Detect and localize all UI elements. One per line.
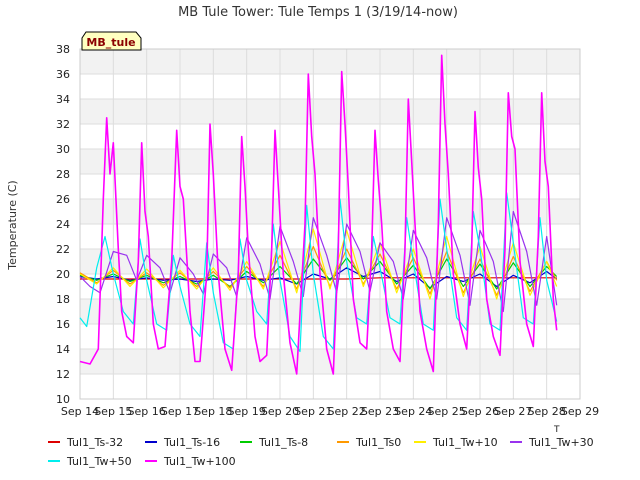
plot-band [80, 199, 580, 224]
series-line-tul1-tw-10 [79, 228, 558, 300]
y-tick-label: 32 [56, 118, 70, 131]
legend-label-tul1-tw-10: Tul1_Tw+10 [432, 436, 498, 449]
y-tick-label: 36 [56, 68, 70, 81]
plot-band [80, 49, 580, 74]
x-tick-label: Sep 21 [294, 405, 332, 418]
y-tick-label: 12 [56, 368, 70, 381]
station-badge-label: MB_tule [86, 36, 135, 49]
plot-band [80, 99, 580, 124]
y-axis-ticks: 10 12 14 16 18 20 22 24 26 28 30 32 34 36 38 [56, 43, 70, 406]
x-tick-label: Sep 14 [61, 405, 99, 418]
plot-frame [79, 48, 581, 400]
plot-band [80, 299, 580, 324]
x-tick-label: Sep 29 [561, 405, 599, 418]
legend-label-tul1-ts-8: Tul1_Ts-8 [258, 436, 308, 449]
y-tick-label: 30 [56, 143, 70, 156]
x-tick-label: Sep 26 [461, 405, 499, 418]
x-tick-label: Sep 27 [494, 405, 532, 418]
legend-label-tul1-tw-30: Tul1_Tw+30 [528, 436, 594, 449]
x-tick-label: Sep 16 [128, 405, 166, 418]
y-tick-label: 38 [56, 43, 70, 56]
legend-label-tul1-tw-50: Tul1_Tw+50 [66, 455, 132, 468]
x-tick-label: Sep 23 [361, 405, 399, 418]
y-axis-label: Temperature (C) [6, 180, 19, 270]
legend-label-tul1-ts-16: Tul1_Ts-16 [163, 436, 220, 449]
series-line-tul1-tw-50 [79, 192, 558, 353]
y-tick-label: 34 [56, 93, 70, 106]
x-tick-label: Sep 24 [394, 405, 432, 418]
x-tick-label: Sep 19 [228, 405, 266, 418]
y-tick-label: 20 [56, 268, 70, 281]
legend-label-tul1-ts-32: Tul1_Ts-32 [66, 436, 123, 449]
plot-band [80, 149, 580, 174]
chart-title: MB Tule Tower: Tule Temps 1 (3/19/14-now… [178, 5, 458, 20]
series-line-tul1-tw-100 [79, 54, 558, 375]
x-tick-label: Sep 20 [261, 405, 299, 418]
y-tick-label: 26 [56, 193, 70, 206]
legend-label-tul1-tw-100: Tul1_Tw+100 [163, 455, 236, 468]
y-tick-label: 10 [56, 393, 70, 406]
x-tick-label: Sep 18 [194, 405, 232, 418]
x-unit-hint: T [553, 425, 560, 435]
series-line-tul1-ts0 [79, 245, 558, 296]
y-tick-label: 14 [56, 343, 70, 356]
x-tick-label: Sep 17 [161, 405, 199, 418]
station-badge: MB_tule [81, 31, 142, 51]
x-tick-label: Sep 28 [528, 405, 566, 418]
y-tick-label: 24 [56, 218, 70, 231]
x-tick-label: Sep 22 [328, 405, 366, 418]
legend-label-tul1-ts0: Tul1_Ts0 [355, 436, 401, 449]
legend: Tul1_Ts-32 Tul1_Ts-16 Tul1_Ts-8 Tul1_Ts0 Tul… [48, 436, 594, 468]
series-lines [79, 54, 558, 375]
y-tick-label: 22 [56, 243, 70, 256]
y-tick-label: 28 [56, 168, 70, 181]
x-tick-label: Sep 25 [428, 405, 466, 418]
series-line-tul1-ts-16 [79, 267, 558, 289]
y-tick-label: 18 [56, 293, 70, 306]
y-tick-label: 16 [56, 318, 70, 331]
x-tick-label: Sep 15 [94, 405, 132, 418]
